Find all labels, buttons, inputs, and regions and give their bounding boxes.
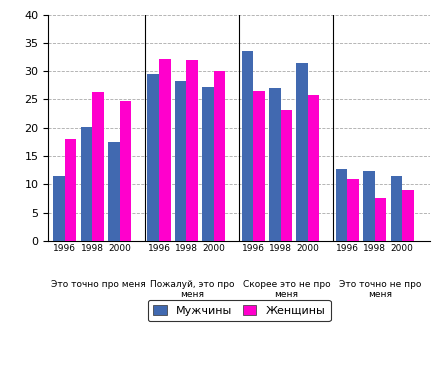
Bar	[108, 142, 120, 241]
Bar	[120, 101, 131, 241]
Bar	[307, 95, 319, 241]
Bar	[280, 110, 291, 241]
Bar	[253, 91, 264, 241]
Text: Скорее это не про
меня: Скорее это не про меня	[242, 280, 329, 299]
Legend: Мужчины, Женщины: Мужчины, Женщины	[148, 300, 330, 321]
Bar	[241, 51, 253, 241]
Bar	[362, 171, 374, 241]
Bar	[213, 71, 225, 241]
Bar	[374, 199, 385, 241]
Bar	[81, 127, 92, 241]
Bar	[335, 169, 346, 241]
Bar	[65, 139, 76, 241]
Bar	[174, 81, 186, 241]
Bar	[186, 60, 198, 241]
Bar	[53, 176, 65, 241]
Bar	[159, 59, 170, 241]
Bar	[401, 190, 413, 241]
Bar	[346, 178, 358, 241]
Bar	[92, 92, 104, 241]
Bar	[147, 74, 159, 241]
Bar	[390, 176, 401, 241]
Text: Это точно про меня: Это точно про меня	[50, 280, 145, 289]
Bar	[296, 63, 307, 241]
Bar	[268, 88, 280, 241]
Text: Пожалуй, это про
меня: Пожалуй, это про меня	[150, 280, 234, 299]
Text: Это точно не про
меня: Это точно не про меня	[339, 280, 420, 299]
Bar	[202, 87, 213, 241]
